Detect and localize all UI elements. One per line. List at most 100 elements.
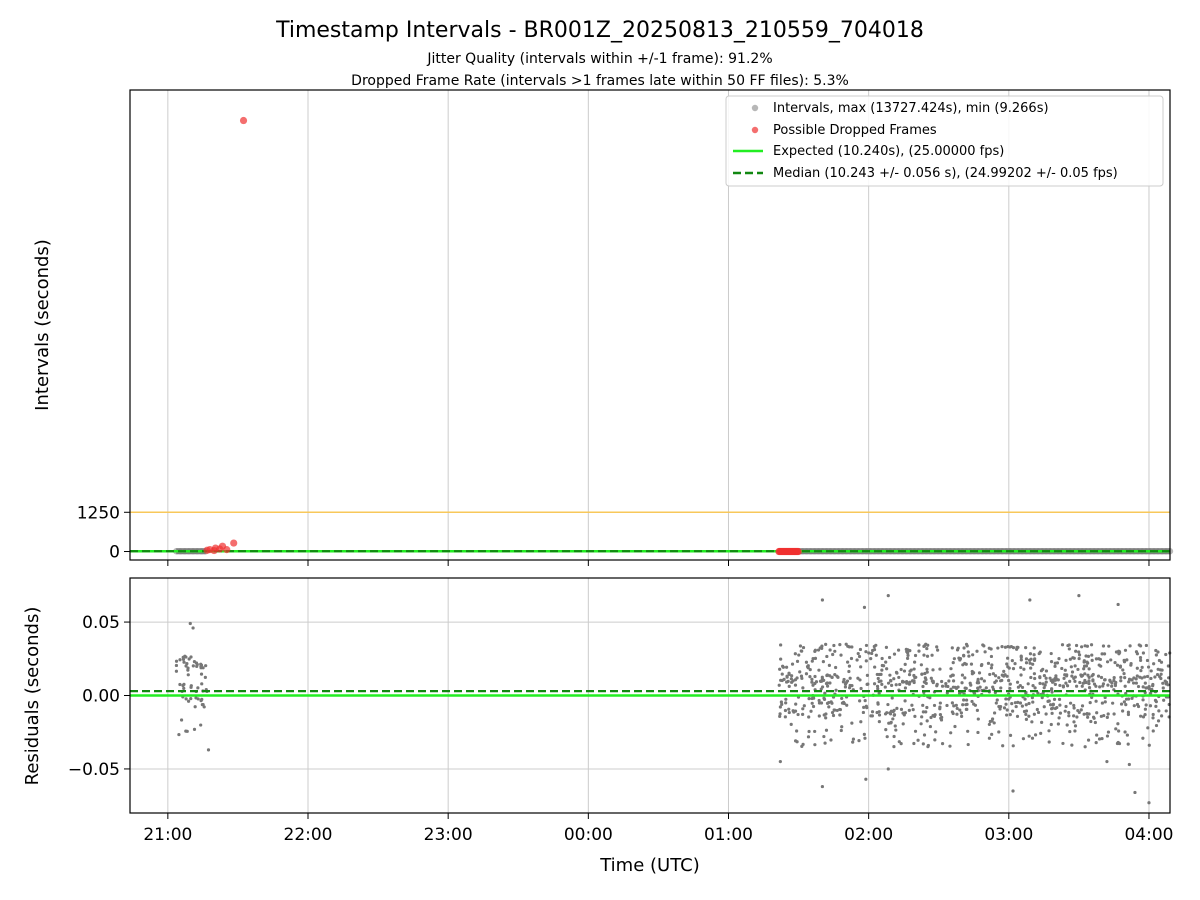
residual-point xyxy=(182,660,186,664)
residual-point xyxy=(913,660,917,664)
residual-point xyxy=(1065,723,1069,727)
residual-point xyxy=(958,708,962,712)
residual-point xyxy=(1032,646,1036,650)
residual-point xyxy=(199,672,204,676)
residual-point xyxy=(906,651,910,655)
residual-point xyxy=(935,645,939,649)
residual-point xyxy=(828,681,832,685)
residual-point xyxy=(1063,668,1067,672)
residual-point xyxy=(1095,733,1099,737)
residual-point xyxy=(1018,684,1022,688)
residual-point xyxy=(1118,665,1122,669)
residual-point xyxy=(959,711,963,715)
residual-point xyxy=(972,702,976,706)
residual-point xyxy=(907,682,911,686)
residual-point xyxy=(1164,682,1168,686)
residual-point xyxy=(813,743,817,747)
residual-point xyxy=(818,646,822,650)
residual-point xyxy=(817,698,821,703)
residual-point xyxy=(964,686,968,690)
residual-point xyxy=(793,678,798,682)
residual-point xyxy=(1039,731,1043,735)
residual-point xyxy=(823,741,827,745)
residual-point xyxy=(1156,650,1160,654)
residual-point xyxy=(1062,676,1066,680)
residual-point xyxy=(861,710,865,715)
residual-point xyxy=(987,722,991,727)
residual-point xyxy=(962,653,966,657)
residual-point xyxy=(908,649,912,653)
residual-point xyxy=(1068,657,1072,661)
residual-point xyxy=(807,697,811,701)
residual-point xyxy=(979,677,984,681)
residual-point xyxy=(954,703,958,707)
residual-point xyxy=(1031,684,1035,688)
residual-point xyxy=(1064,681,1068,685)
residual-point xyxy=(997,676,1001,680)
residual-point xyxy=(1063,673,1067,677)
legend-intervals-label: Intervals, max (13727.424s), min (9.266s… xyxy=(773,101,1049,116)
residual-point xyxy=(905,656,910,660)
residual-point xyxy=(790,680,794,684)
residual-point xyxy=(1143,681,1147,685)
residual-point xyxy=(841,680,846,684)
residual-outlier-point xyxy=(1147,801,1151,805)
residual-point xyxy=(880,682,884,687)
residual-point xyxy=(196,697,200,701)
residual-point xyxy=(1013,701,1017,705)
residual-point xyxy=(832,643,836,648)
residual-point xyxy=(951,679,956,683)
residual-outlier-point xyxy=(188,621,192,626)
x-tick-label: 00:00 xyxy=(564,825,613,845)
residual-point xyxy=(787,672,791,676)
residual-point xyxy=(940,742,945,746)
residual-point xyxy=(1077,710,1081,715)
residual-point xyxy=(865,673,870,677)
residual-point xyxy=(1050,711,1054,715)
residual-point xyxy=(888,673,892,677)
chart-subtitle-dropped: Dropped Frame Rate (intervals >1 frames … xyxy=(351,73,849,89)
residual-point xyxy=(1033,733,1038,737)
residual-point xyxy=(825,654,829,659)
residual-point xyxy=(930,653,934,657)
residual-point xyxy=(873,665,877,669)
residual-point xyxy=(1049,703,1053,707)
residual-point xyxy=(1143,713,1147,717)
residual-point xyxy=(899,742,903,746)
residual-point xyxy=(191,664,195,668)
residual-point xyxy=(1040,720,1044,724)
residual-point xyxy=(204,664,208,668)
residual-point xyxy=(963,676,967,680)
residual-point xyxy=(1073,679,1077,683)
residual-point xyxy=(811,683,815,687)
residual-point xyxy=(883,712,888,716)
residual-point xyxy=(945,703,949,708)
residual-point xyxy=(938,701,942,705)
residual-point xyxy=(862,705,866,709)
residual-point xyxy=(1042,686,1046,690)
residual-point xyxy=(1105,734,1110,738)
residual-point xyxy=(969,662,974,666)
residual-point xyxy=(1115,663,1120,667)
residual-point xyxy=(1082,667,1086,671)
residual-outlier-point xyxy=(1127,762,1131,767)
residual-point xyxy=(1061,684,1065,688)
residual-point xyxy=(940,679,944,684)
residual-point xyxy=(1053,664,1057,668)
residual-point xyxy=(1008,682,1012,686)
residual-point xyxy=(1110,681,1114,685)
residual-point xyxy=(912,741,916,746)
legend-dropped-marker xyxy=(751,126,759,134)
residual-point xyxy=(1085,660,1089,664)
residual-point xyxy=(920,715,924,719)
residual-point xyxy=(880,656,884,661)
residual-point xyxy=(1114,680,1118,685)
residual-point xyxy=(801,645,806,650)
residual-point xyxy=(921,742,925,746)
residual-point xyxy=(824,728,829,732)
residual-point xyxy=(1154,704,1158,708)
residual-point xyxy=(1106,712,1110,716)
residual-point xyxy=(1080,673,1085,678)
residual-point xyxy=(897,675,901,680)
residual-point xyxy=(925,705,929,710)
